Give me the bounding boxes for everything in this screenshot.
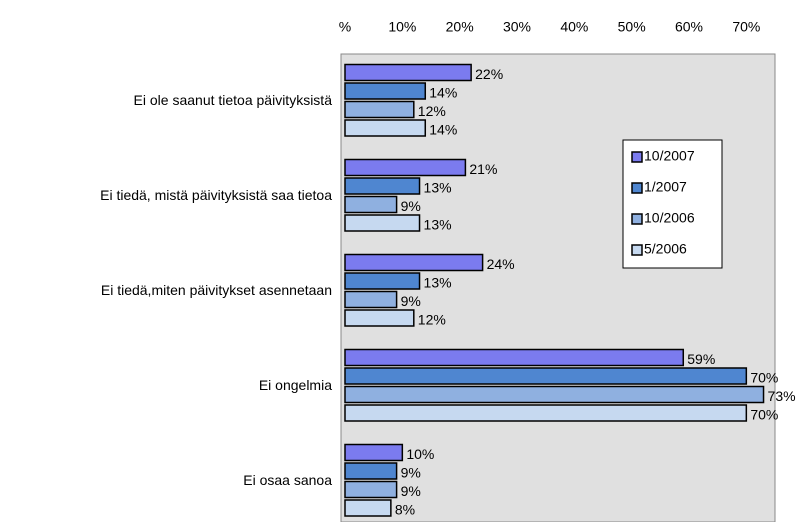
x-tick-label: 70% [732, 19, 760, 35]
bar [344, 195, 398, 214]
data-label: 10% [406, 446, 434, 462]
data-label: 12% [418, 103, 446, 119]
data-label: 9% [401, 293, 421, 309]
data-label: 14% [429, 122, 457, 138]
legend-swatch [631, 151, 643, 163]
data-label: 9% [401, 465, 421, 481]
bar [344, 480, 398, 499]
bar [344, 82, 427, 100]
legend-label: 10/2007 [644, 148, 695, 164]
data-label: 21% [469, 161, 497, 177]
x-tick-label: 10% [388, 19, 416, 35]
bar [344, 443, 404, 462]
category-label: Ei osaa sanoa [243, 472, 332, 488]
bar [344, 499, 392, 517]
legend-label: 10/2006 [644, 210, 695, 226]
bar [344, 309, 415, 327]
category-label: Ei tiedä,miten päivitykset asennetaan [101, 282, 332, 298]
x-tick-label: 40% [560, 19, 588, 35]
bar [344, 272, 421, 290]
data-label: 13% [424, 217, 452, 233]
bar [344, 348, 685, 367]
bar [344, 119, 427, 137]
category-label: Ei ole saanut tietoa päivityksistä [134, 92, 333, 108]
data-label: 8% [395, 502, 415, 518]
data-label: 24% [487, 256, 515, 272]
data-label: 13% [424, 180, 452, 196]
x-tick-label: 60% [675, 19, 703, 35]
data-label: 9% [401, 483, 421, 499]
data-label: 70% [750, 370, 778, 386]
legend-swatch [631, 244, 643, 256]
data-label: 22% [475, 66, 503, 82]
legend-swatch [631, 213, 643, 225]
bar [344, 63, 472, 82]
x-tick-label: 30% [503, 19, 531, 35]
x-tick-label: 20% [446, 19, 474, 35]
data-label: 12% [418, 312, 446, 328]
category-label: Ei tiedä, mistä päivityksistä saa tietoa [100, 187, 332, 203]
x-tick-label: 50% [618, 19, 646, 35]
bar [344, 158, 467, 177]
data-label: 14% [429, 85, 457, 101]
data-label: 9% [401, 198, 421, 214]
legend-label: 1/2007 [644, 179, 687, 195]
bar [344, 100, 415, 119]
x-tick-label: % [339, 19, 351, 35]
bar [344, 214, 421, 232]
legend-label: 5/2006 [644, 241, 687, 257]
bar [344, 385, 765, 404]
category-label: Ei ongelmia [259, 377, 332, 393]
bar [344, 253, 484, 272]
bar [344, 462, 398, 480]
data-label: 70% [750, 407, 778, 423]
data-label: 73% [768, 388, 796, 404]
bar [344, 404, 748, 422]
bar [344, 177, 421, 195]
bar [344, 290, 398, 309]
bar [344, 367, 748, 385]
data-label: 13% [424, 275, 452, 291]
legend-swatch [631, 182, 643, 194]
data-label: 59% [687, 351, 715, 367]
